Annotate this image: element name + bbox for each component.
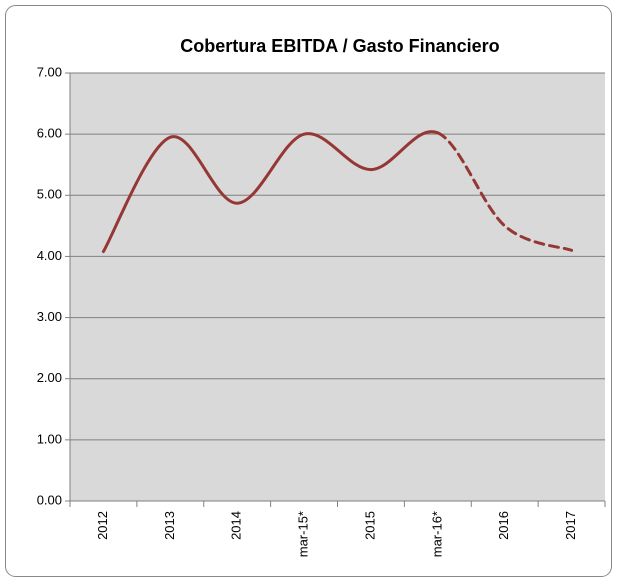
x-tick-label: 2012	[95, 511, 110, 540]
y-tick-label: 5.00	[37, 187, 62, 202]
x-tick-label: 2014	[229, 511, 244, 540]
x-tick-label: mar-16*	[429, 511, 444, 557]
x-tick-label: mar-15*	[296, 511, 311, 557]
chart-title: Cobertura EBITDA / Gasto Financiero	[180, 36, 499, 56]
line-projection	[436, 131, 574, 252]
plot-area	[70, 73, 605, 501]
x-tick-label: 2016	[496, 511, 511, 540]
y-tick-label: 3.00	[37, 309, 62, 324]
y-tick-label: 7.00	[37, 64, 62, 79]
y-tick-label: 4.00	[37, 248, 62, 263]
y-tick-label: 2.00	[37, 370, 62, 385]
y-tick-label: 1.00	[37, 431, 62, 446]
x-tick-label: 2013	[162, 511, 177, 540]
y-tick-label: 6.00	[37, 126, 62, 141]
y-tick-label: 0.00	[37, 492, 62, 507]
x-tick-label: 2017	[563, 511, 578, 540]
x-tick-label: 2015	[362, 511, 377, 540]
line	[101, 130, 440, 254]
